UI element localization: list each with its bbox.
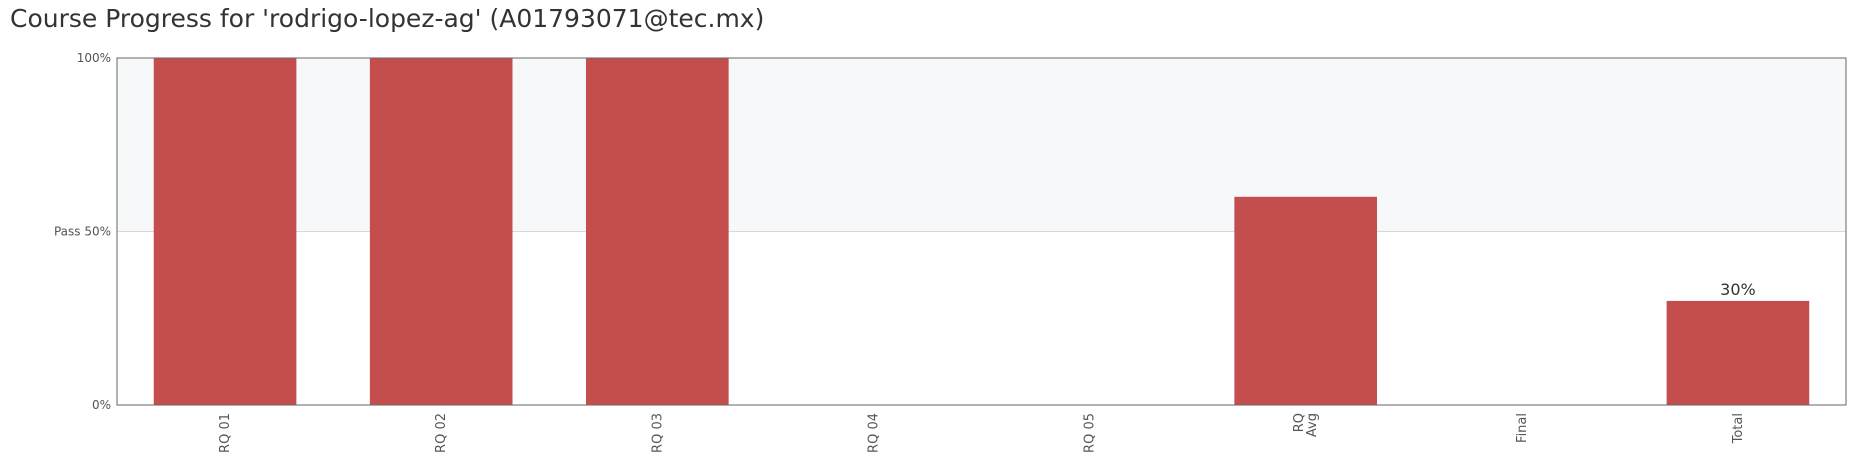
- y-tick-label: 100%: [77, 51, 111, 65]
- x-tick-label: RQ 04: [866, 413, 881, 453]
- x-tick-label: Total: [1731, 413, 1746, 444]
- data-label: 30%: [1720, 280, 1756, 299]
- y-tick-label: Pass 50%: [54, 225, 111, 239]
- x-tick-line: Final: [1515, 413, 1530, 443]
- x-tick-line: RQ 01: [218, 413, 233, 453]
- x-tick-label: RQ 03: [650, 413, 665, 453]
- x-axis-ticks: RQ 01 RQ 02 RQ 03 RQ 04 RQ 05 RQAvg Final Total: [218, 413, 1746, 453]
- bar: [1666, 300, 1810, 405]
- bar: [369, 58, 513, 405]
- bar: [585, 58, 729, 405]
- x-tick-line: RQ 02: [434, 413, 449, 453]
- x-tick-label: RQ 02: [434, 413, 449, 453]
- y-axis-ticks: 0% Pass 50% 100%: [54, 51, 111, 412]
- x-tick-line: Avg: [1305, 413, 1320, 437]
- x-tick-line: RQ 05: [1083, 413, 1098, 453]
- y-tick-label: 0%: [92, 398, 111, 412]
- x-tick-line: RQ 04: [866, 413, 881, 453]
- x-tick-label: RQ 01: [218, 413, 233, 453]
- bars-group: [153, 58, 1810, 405]
- x-tick-label: Final: [1515, 413, 1530, 443]
- x-tick-label: RQAvg: [1292, 413, 1320, 437]
- x-tick-line: RQ 03: [650, 413, 665, 453]
- x-tick-line: Total: [1731, 413, 1746, 444]
- x-tick-label: RQ 05: [1083, 413, 1098, 453]
- bar: [153, 58, 297, 405]
- bar: [1234, 196, 1378, 405]
- plot-frame: [116, 57, 1847, 406]
- page-title: Course Progress for 'rodrigo-lopez-ag' (…: [10, 4, 765, 33]
- x-tick-line: RQ: [1292, 413, 1307, 432]
- data-labels: 30%: [1720, 280, 1756, 299]
